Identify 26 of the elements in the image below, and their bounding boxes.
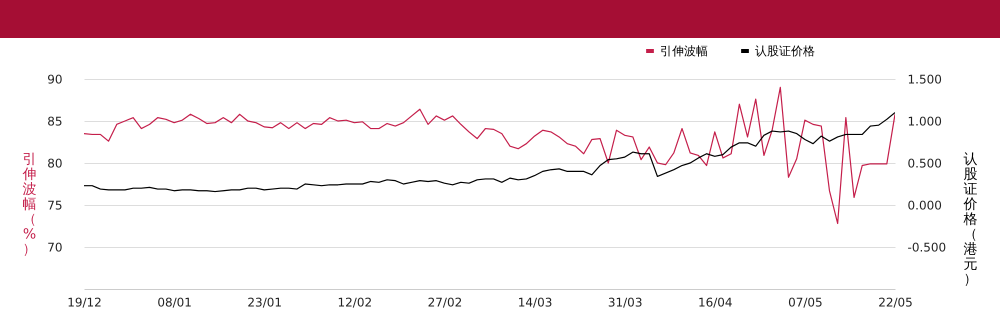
y2-tick-label: 1.000 xyxy=(908,114,942,128)
y2-tick-label: 0.500 xyxy=(908,156,942,170)
x-tick-label: 31/03 xyxy=(608,296,642,310)
y2-tick-label: 0.000 xyxy=(908,198,942,212)
y-tick-label: 75 xyxy=(47,198,62,212)
x-tick-label: 08/01 xyxy=(157,296,192,310)
line-series xyxy=(84,86,895,224)
y-tick-label: 90 xyxy=(47,72,62,86)
x-tick-label: 12/02 xyxy=(338,296,372,310)
x-tick-label: 07/05 xyxy=(788,296,823,310)
legend-label: 引伸波幅 xyxy=(660,44,708,58)
legend-label: 认股证价格 xyxy=(755,44,815,58)
y-tick-label: 70 xyxy=(47,240,62,254)
x-tick-label: 16/04 xyxy=(698,296,733,310)
y-tick-label: 85 xyxy=(47,114,62,128)
y-axis-title: 引伸波幅（%） xyxy=(22,152,36,258)
y2-tick-label: 1.500 xyxy=(908,72,942,86)
y2-tick-label: -0.500 xyxy=(908,240,946,254)
y-tick-label: 80 xyxy=(47,156,62,170)
x-tick-label: 27/02 xyxy=(428,296,462,310)
x-tick-label: 14/03 xyxy=(518,296,552,310)
x-tick-label: 23/01 xyxy=(247,296,282,310)
x-tick-label: 19/12 xyxy=(67,296,102,310)
x-tick-label: 22/05 xyxy=(878,296,913,310)
text: 认股证价格（港元） xyxy=(964,152,978,288)
line-series xyxy=(84,112,895,192)
